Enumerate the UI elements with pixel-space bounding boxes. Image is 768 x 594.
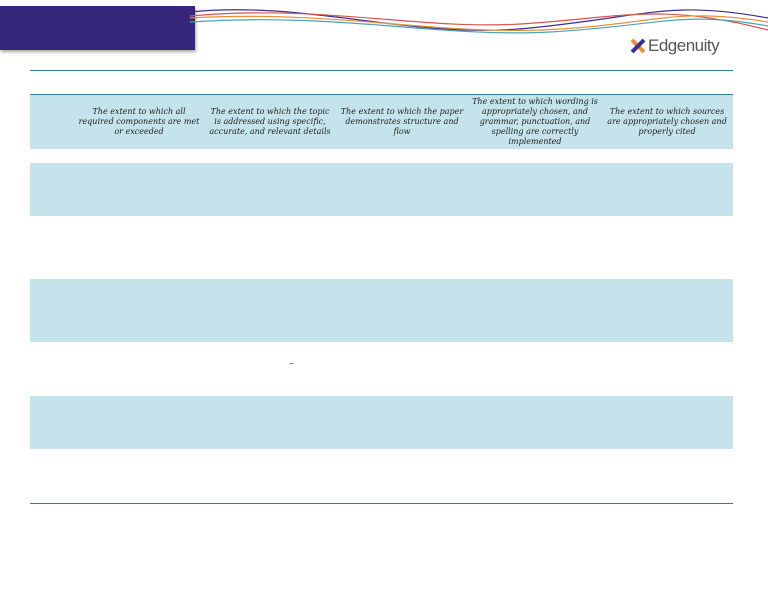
rubric-header-row: The extent to which all required compone…	[30, 94, 733, 149]
top-rule	[30, 70, 733, 71]
bottom-rule	[30, 503, 733, 504]
decorative-waves	[190, 9, 768, 34]
criterion-header: The extent to which the topic is address…	[209, 107, 331, 136]
criterion-header: The extent to which all required compone…	[78, 107, 200, 136]
criterion-header: The extent to which sources are appropri…	[607, 107, 727, 136]
edgenuity-logo: Edgenuity	[630, 34, 720, 58]
title-banner	[0, 6, 195, 50]
criterion-header: The extent to which wording is appropria…	[472, 97, 598, 146]
rubric-row	[30, 279, 733, 342]
rubric-row	[30, 396, 733, 449]
rubric-row	[30, 163, 733, 216]
stray-dash: –	[289, 358, 294, 369]
logo-text: Edgenuity	[648, 36, 720, 55]
x-logo-icon	[630, 38, 646, 54]
criterion-header: The extent to which the paper demonstrat…	[340, 107, 464, 136]
